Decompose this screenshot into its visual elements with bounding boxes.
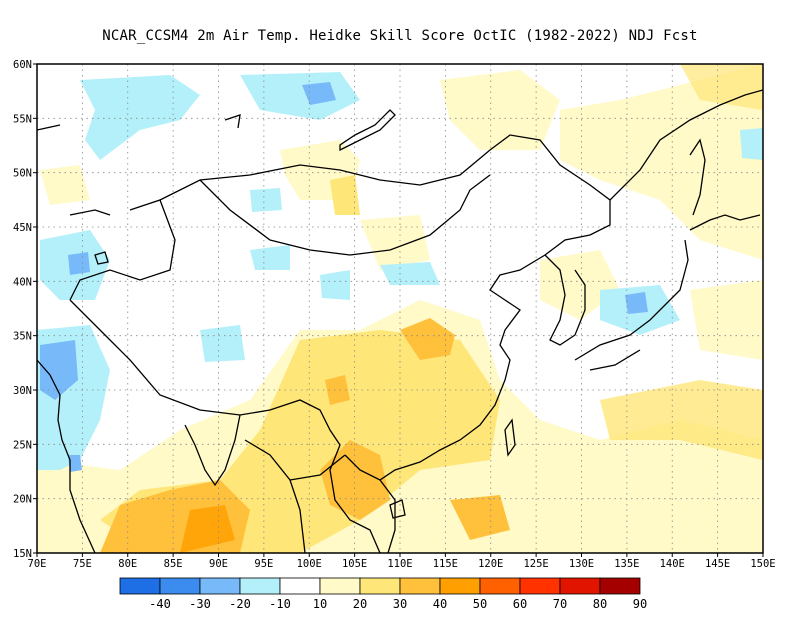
colorbar-swatch: [119, 577, 161, 595]
x-tick-label: 70E: [28, 558, 47, 570]
x-tick-label: 120E: [478, 558, 503, 570]
colorbar-label: 10: [313, 597, 327, 611]
colorbar-label: 70: [553, 597, 567, 611]
skill-shading: [37, 64, 763, 553]
x-tick-label: 145E: [705, 558, 730, 570]
x-tick-label: 115E: [433, 558, 458, 570]
colorbar-swatch: [239, 577, 281, 595]
colorbar-swatch: [479, 577, 521, 595]
graticule: [37, 64, 763, 553]
x-tick-label: 100E: [297, 558, 322, 570]
latitude-ticks: 15N 20N 25N 30N 35N 40N 45N 50N 55N 60N: [13, 59, 37, 560]
colorbar-label: 90: [633, 597, 647, 611]
y-tick-label: 60N: [13, 59, 32, 71]
x-tick-label: 150E: [750, 558, 775, 570]
longitude-ticks: 70E 75E 80E 85E 90E 95E 100E 105E 110E 115E 120E 12…: [28, 553, 776, 570]
colorbar-label: 80: [593, 597, 607, 611]
x-tick-label: 110E: [387, 558, 412, 570]
colorbar-label: 40: [433, 597, 447, 611]
y-tick-label: 25N: [13, 439, 32, 451]
y-tick-label: 35N: [13, 331, 32, 343]
x-tick-label: 135E: [614, 558, 639, 570]
colorbar-swatch: [199, 577, 241, 595]
colorbar-label: 20: [353, 597, 367, 611]
x-tick-label: 90E: [209, 558, 228, 570]
x-tick-label: 85E: [164, 558, 183, 570]
colorbar-label: -30: [189, 597, 211, 611]
x-tick-label: 125E: [523, 558, 548, 570]
colorbar-swatch: [519, 577, 561, 595]
positive-skill-areas: [37, 64, 763, 553]
y-tick-label: 55N: [13, 113, 32, 125]
colorbar-label: 30: [393, 597, 407, 611]
y-tick-label: 45N: [13, 222, 32, 234]
colorbar-swatch: [439, 577, 481, 595]
x-tick-label: 130E: [569, 558, 594, 570]
y-tick-label: 30N: [13, 385, 32, 397]
y-tick-label: 40N: [13, 276, 32, 288]
colorbar-swatch: [399, 577, 441, 595]
colorbar-swatch: [159, 577, 201, 595]
colorbar-swatch: [359, 577, 401, 595]
colorbar-label: -20: [229, 597, 251, 611]
colorbar-label: 60: [513, 597, 527, 611]
x-tick-label: 140E: [660, 558, 685, 570]
x-tick-label: 105E: [342, 558, 367, 570]
colorbar-label: -40: [149, 597, 171, 611]
negative-skill-areas: [37, 72, 763, 472]
colorbar-swatch: [319, 577, 361, 595]
y-tick-label: 50N: [13, 168, 32, 180]
x-tick-label: 75E: [73, 558, 92, 570]
map-title: NCAR_CCSM4 2m Air Temp. Heidke Skill Sco…: [102, 28, 698, 44]
colorbar-label: -10: [269, 597, 291, 611]
colorbar-swatch: [279, 577, 321, 595]
colorbar-label: 50: [473, 597, 487, 611]
y-tick-label: 15N: [13, 548, 32, 560]
colorbar-swatch: [559, 577, 601, 595]
x-tick-label: 95E: [254, 558, 273, 570]
colorbar: -40 -30 -20 -10 10 20 30 40 50 60 70 80 90: [119, 577, 647, 611]
y-tick-label: 20N: [13, 494, 32, 506]
colorbar-swatch: [599, 577, 641, 595]
x-tick-label: 80E: [118, 558, 137, 570]
coastlines: [37, 89, 763, 553]
